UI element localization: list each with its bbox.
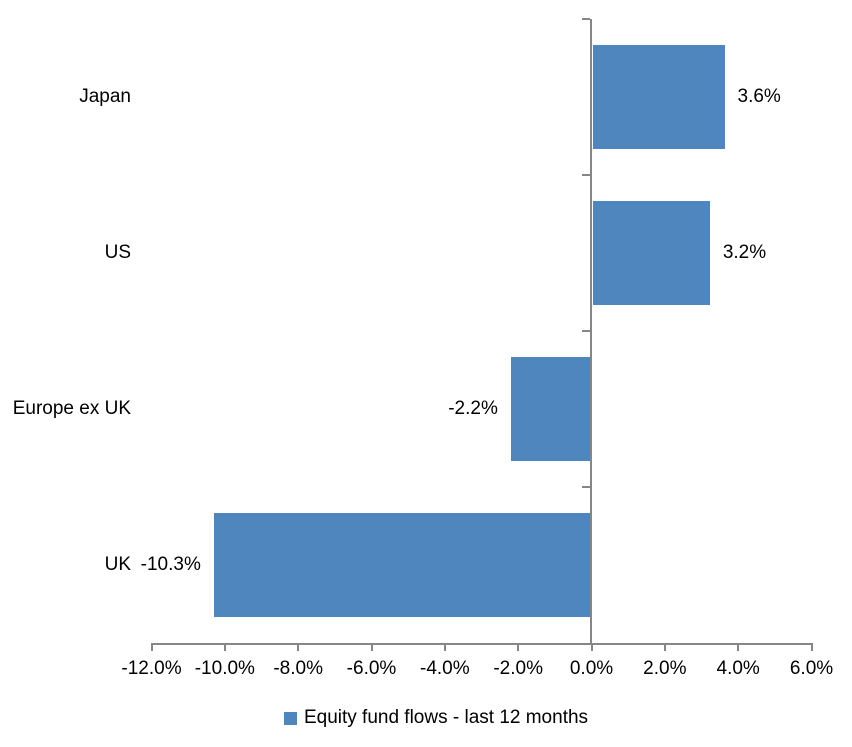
category-label: US [104,242,131,263]
x-axis-tick [370,643,373,651]
y-axis-tick [582,174,590,176]
x-axis-tick [223,643,226,651]
bar-japan [592,45,725,149]
bar-us [592,201,710,305]
y-axis-tick [582,330,590,332]
x-axis-tick-label: -10.0% [194,658,255,679]
legend-label: Equity fund flows - last 12 months [303,707,589,728]
x-axis-tick [517,643,520,651]
data-label: -2.2% [448,398,498,419]
category-label: Europe ex UK [12,398,131,419]
category-label: Japan [79,86,131,107]
x-axis-tick [663,643,666,651]
x-axis-tick-label: -12.0% [121,658,182,679]
x-axis-tick-label: 2.0% [643,658,687,679]
x-axis-tick-label: 0.0% [569,658,614,679]
category-label: UK [104,554,131,575]
x-axis-tick-label: -8.0% [273,658,323,679]
y-axis-tick [582,486,590,488]
data-label: -10.3% [140,554,201,575]
y-axis-line [590,19,592,643]
bar-europe-ex-uk [510,357,592,461]
x-axis-tick [443,643,446,651]
x-axis-tick [297,643,300,651]
data-label: 3.2% [722,242,767,263]
x-axis-tick-label: -6.0% [346,658,397,679]
x-axis-tick [150,643,153,651]
y-axis-tick [582,18,590,20]
x-axis-tick-label: -2.0% [493,658,543,679]
x-axis-line [150,643,813,645]
x-axis-tick [810,643,813,651]
x-axis-tick [590,643,593,651]
legend-swatch-icon [283,711,297,725]
bar-uk [213,513,592,617]
x-axis-tick-label: -4.0% [420,658,470,679]
x-axis-tick-label: 6.0% [789,658,834,679]
x-axis-tick [737,643,740,651]
data-label: 3.6% [737,86,781,107]
legend: Equity fund flows - last 12 months [10,707,852,729]
x-axis-tick-label: 4.0% [716,658,760,679]
